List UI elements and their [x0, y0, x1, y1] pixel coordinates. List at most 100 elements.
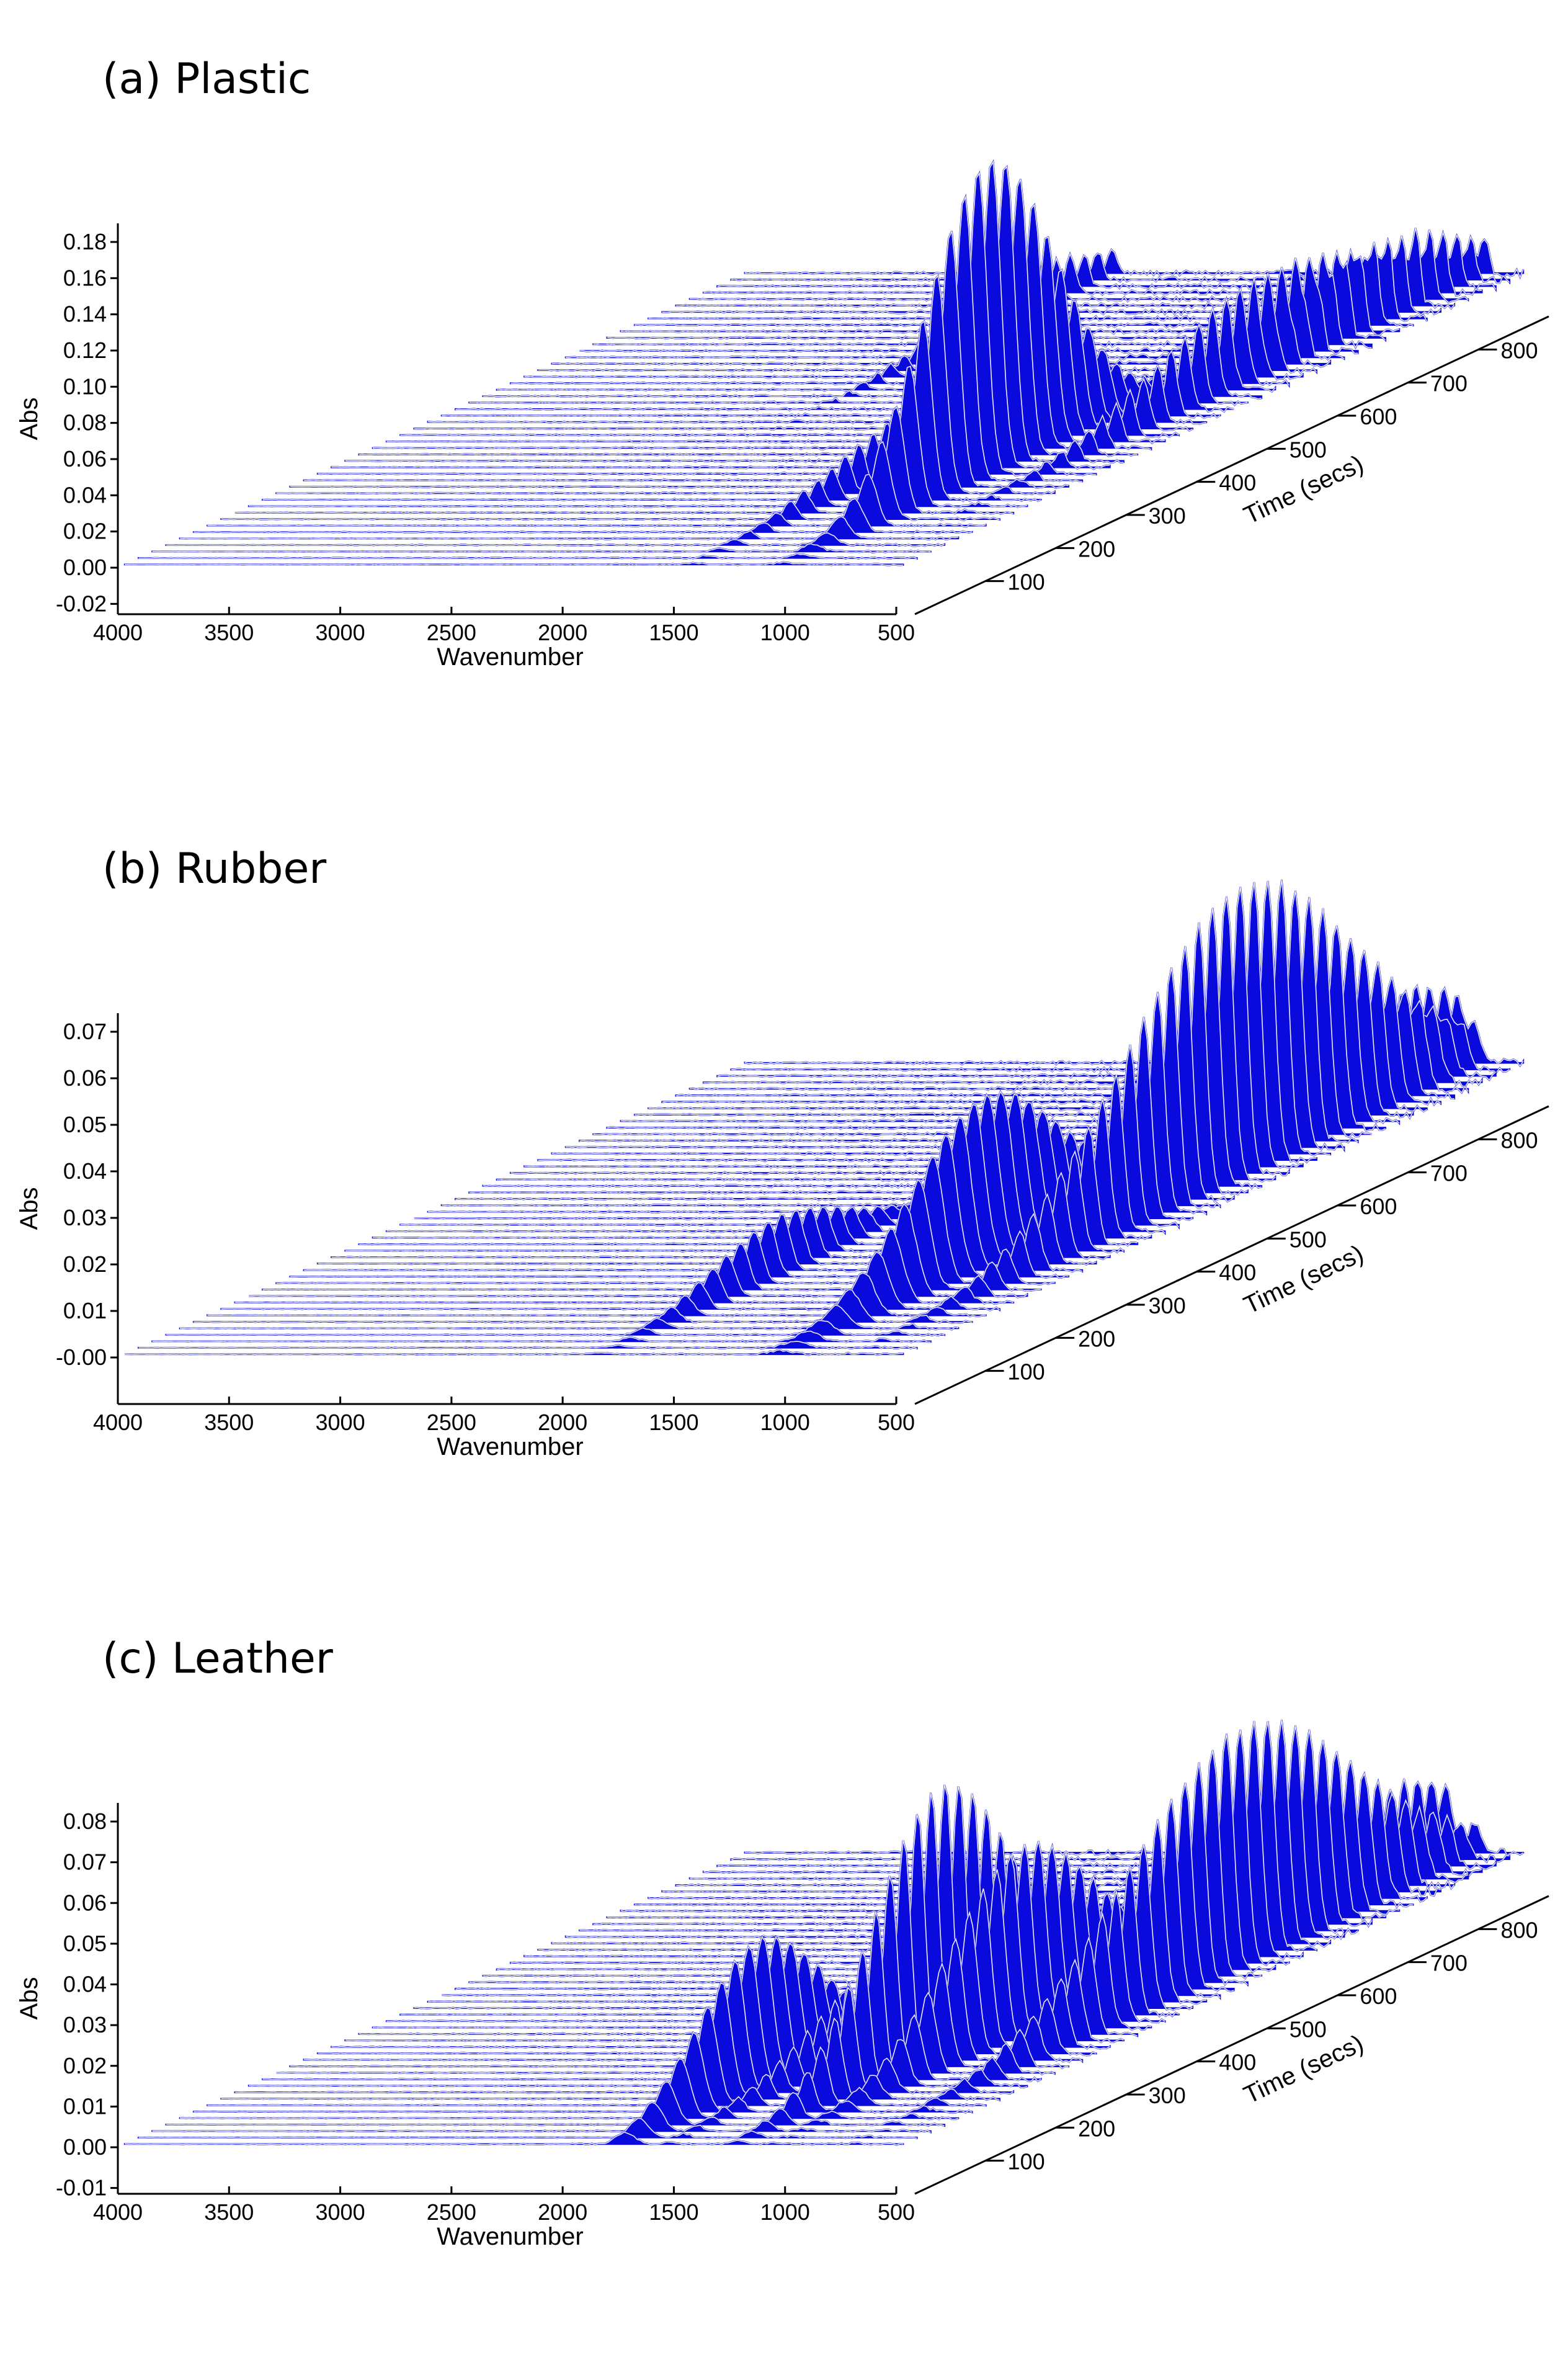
panel-plastic: -0.02 0.00 0.02 0.04 0.06 0.08 0.10 0.12 0.14 0.1…	[0, 0, 1568, 790]
y-tick-label-0-03: 0.03	[63, 2012, 107, 2037]
y-tick-label-0-06: 0.06	[63, 446, 107, 472]
time-tick-label-100: 100	[1008, 1359, 1045, 1385]
time-tick-label-500: 500	[1290, 437, 1327, 462]
x-axis-title: Wavenumber	[437, 2223, 583, 2250]
time-tick-label-800: 800	[1500, 1917, 1538, 1943]
time-tick-label-500: 500	[1290, 2016, 1327, 2042]
y-tick-label-0-14: 0.14	[63, 302, 107, 327]
spectrum-outline-2	[152, 543, 931, 553]
spectra-group	[125, 879, 1525, 1356]
y-tick-label-0-00: -0.00	[56, 1344, 107, 1370]
spectrum-outline-7	[221, 1982, 1000, 2101]
spectrum-outline-7	[221, 1251, 1000, 1312]
x-tick-label-3000: 3000	[316, 2199, 365, 2225]
x-tick-label-2500: 2500	[427, 1410, 476, 1435]
spectrum-outline-10	[262, 1178, 1041, 1292]
spectrum-outline-1	[138, 553, 917, 560]
spectrum-outline-5	[194, 1289, 973, 1324]
y-tick-label-0-07: 0.07	[63, 1849, 107, 1875]
axes-group: -0.02 0.00 0.02 0.04 0.06 0.08 0.10 0.12 0.14 0.1…	[16, 223, 1549, 671]
spectrum-outline-9	[249, 1203, 1028, 1298]
time-tick-label-200: 200	[1078, 536, 1115, 561]
x-tick-label-2000: 2000	[538, 620, 587, 645]
x-tick-label-3500: 3500	[204, 1410, 254, 1435]
time-tick-label-700: 700	[1430, 1951, 1468, 1976]
x-tick-label-4000: 4000	[93, 1410, 143, 1435]
time-tick-label-600: 600	[1360, 1194, 1397, 1219]
time-tick-label-800: 800	[1500, 338, 1538, 363]
time-tick-label-100: 100	[1008, 2149, 1045, 2175]
y-tick-label-0-05: 0.05	[63, 1112, 107, 1137]
spectrum-outline-12	[290, 1134, 1069, 1279]
spectrum-outline-6	[207, 1272, 986, 1317]
time-tick-label-600: 600	[1360, 1983, 1397, 2009]
y-tick-label-0-10: 0.10	[63, 373, 107, 399]
x-tick-label-4000: 4000	[93, 620, 143, 645]
y-tick-label-0-03: 0.03	[63, 1205, 107, 1230]
spectrum-outline-0	[125, 561, 904, 566]
spectrum-outline-2	[152, 2101, 931, 2133]
y-tick-label-0-01: 0.01	[63, 2093, 107, 2119]
y-tick-label-0-02: 0.02	[63, 2053, 107, 2078]
y-tick-label-0-07: 0.07	[63, 1019, 107, 1044]
spectrum-outline-0	[125, 2131, 904, 2146]
spectrum-outline-3	[166, 532, 945, 547]
x-tick-label-1500: 1500	[649, 1410, 698, 1435]
time-tick-label-700: 700	[1430, 371, 1468, 396]
x-tick-label-1500: 1500	[649, 620, 698, 645]
y-tick-label-0-18: 0.18	[63, 229, 107, 254]
time-tick-label-500: 500	[1290, 1227, 1327, 1252]
y-tick-label-0-05: 0.05	[63, 1931, 107, 1956]
y-tick-label-0-02: 0.02	[63, 1251, 107, 1277]
spectrum-outline-24	[455, 1782, 1234, 1992]
y-tick-label-0-04: 0.04	[63, 1158, 107, 1184]
x-tick-label-500: 500	[878, 620, 915, 645]
spectrum-outline-13	[303, 1117, 1083, 1272]
time-tick-label-400: 400	[1219, 2050, 1256, 2075]
chart-svg: -0.01 0.00 0.01 0.02 0.03 0.04 0.05 0.06 0.07 0.0…	[16, 1634, 1549, 2250]
spectrum-trace-4	[179, 516, 960, 541]
x-axis-title: Wavenumber	[437, 1433, 583, 1460]
time-tick-label-300: 300	[1149, 2083, 1186, 2108]
y-axis-title: Abs	[16, 1977, 43, 2020]
panel-title: (a) Plastic	[102, 55, 311, 104]
y-tick-label-0-06: 0.06	[63, 1065, 107, 1091]
x-tick-label-3500: 3500	[204, 620, 254, 645]
y-tick-label-0-01: 0.01	[63, 1298, 107, 1323]
spectra-group	[123, 1719, 1525, 2146]
x-tick-label-1000: 1000	[760, 620, 810, 645]
time-tick-label-300: 300	[1149, 1293, 1186, 1318]
y-tick-label-0-08: 0.08	[63, 1809, 107, 1834]
x-tick-label-2000: 2000	[538, 1410, 587, 1435]
time-tick-label-400: 400	[1219, 470, 1256, 496]
spectrum-outline-0	[125, 1349, 904, 1356]
x-tick-label-1000: 1000	[760, 2199, 810, 2225]
panel-leather: -0.01 0.00 0.01 0.02 0.03 0.04 0.05 0.06 0.07 0.0…	[0, 1580, 1568, 2369]
x-tick-label-2500: 2500	[427, 2199, 476, 2225]
time-tick-label-100: 100	[1008, 570, 1045, 595]
x-axis-title: Wavenumber	[437, 643, 583, 671]
y-tick-label-0-01: -0.01	[56, 2175, 107, 2201]
spectrum-outline-3	[166, 2081, 945, 2127]
spectrum-trace-5	[192, 497, 973, 534]
x-tick-label-2000: 2000	[538, 2199, 587, 2225]
x-tick-label-500: 500	[878, 2199, 915, 2225]
time-tick-label-800: 800	[1500, 1127, 1538, 1153]
y-axis-title: Abs	[16, 398, 43, 440]
x-tick-label-2500: 2500	[427, 620, 476, 645]
spectrum-outline-8	[234, 1228, 1014, 1305]
x-tick-label-3000: 3000	[316, 620, 365, 645]
panel-rubber: -0.00 0.01 0.02 0.03 0.04 0.05 0.06 0.07 Abs 4000…	[0, 790, 1568, 1580]
time-tick-label-600: 600	[1360, 404, 1397, 429]
x-tick-label-1000: 1000	[760, 1410, 810, 1435]
y-tick-label-0-12: 0.12	[63, 338, 107, 363]
time-tick-label-400: 400	[1219, 1260, 1256, 1286]
panel-title: (c) Leather	[102, 1634, 333, 1683]
spectrum-outline-11	[276, 1157, 1055, 1286]
panel-title: (b) Rubber	[102, 844, 326, 893]
y-tick-label-0-02: 0.02	[63, 519, 107, 544]
x-tick-label-3500: 3500	[204, 2199, 254, 2225]
y-tick-label-0-00: 0.00	[63, 2134, 107, 2160]
y-axis-title: Abs	[16, 1187, 43, 1230]
